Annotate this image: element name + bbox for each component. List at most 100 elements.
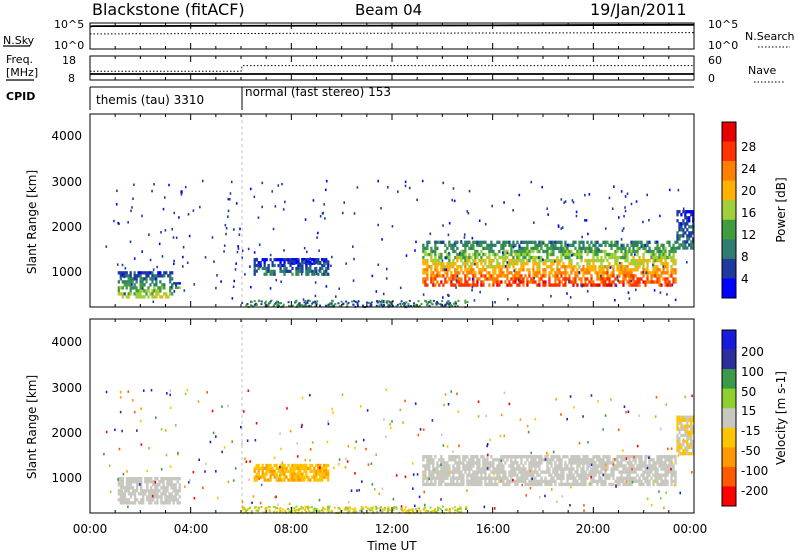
power-cell bbox=[476, 243, 479, 248]
power-cell bbox=[636, 240, 639, 244]
power-cell bbox=[610, 243, 613, 248]
power-cell bbox=[482, 283, 485, 287]
power-cell bbox=[540, 258, 543, 263]
power-speckle bbox=[178, 216, 180, 219]
velocity-cell bbox=[154, 501, 157, 505]
velocity-colorbar-swatch bbox=[722, 486, 736, 507]
velocity-cell bbox=[594, 455, 597, 459]
power-cell bbox=[253, 263, 256, 268]
power-cell bbox=[510, 258, 513, 263]
power-speckle bbox=[227, 209, 230, 213]
velocity-cell bbox=[488, 482, 491, 487]
power-speckle bbox=[186, 261, 189, 265]
power-cell bbox=[674, 262, 677, 266]
velocity-cell bbox=[492, 467, 495, 471]
power-cell bbox=[161, 286, 164, 290]
power-cell bbox=[616, 255, 619, 260]
power-speckle bbox=[301, 272, 303, 276]
velocity-cell bbox=[476, 464, 479, 468]
velocity-cbar-tick: -200 bbox=[741, 484, 768, 498]
power-speckle bbox=[264, 303, 267, 306]
velocity-cell bbox=[150, 492, 153, 496]
velocity-cell bbox=[550, 458, 553, 462]
velocity-cell bbox=[482, 467, 485, 471]
power-cell bbox=[620, 255, 623, 260]
velocity-cell bbox=[646, 470, 649, 474]
power-speckle bbox=[634, 253, 636, 256]
power-cell bbox=[518, 274, 521, 278]
velocity-cell bbox=[480, 467, 483, 471]
velocity-cell bbox=[468, 464, 471, 468]
velocity-speckle bbox=[376, 510, 379, 513]
velocity-cell bbox=[642, 482, 645, 487]
power-colorbar-swatch bbox=[722, 161, 736, 181]
velocity-cell bbox=[129, 495, 133, 499]
power-cell bbox=[594, 249, 597, 254]
power-cell bbox=[259, 263, 262, 268]
velocity-cell bbox=[620, 458, 623, 462]
velocity-cell bbox=[664, 455, 667, 459]
velocity-cell bbox=[656, 482, 659, 487]
power-cell bbox=[572, 265, 575, 269]
velocity-speckle bbox=[297, 508, 300, 511]
velocity-speckle bbox=[434, 511, 437, 514]
power-speckle bbox=[564, 200, 567, 203]
power-cell bbox=[454, 240, 457, 244]
power-cell bbox=[257, 266, 260, 271]
power-speckle bbox=[253, 303, 256, 306]
power-cell bbox=[566, 252, 569, 257]
power-cell bbox=[498, 265, 501, 269]
velocity-speckle bbox=[617, 428, 620, 431]
velocity-cell bbox=[546, 455, 549, 459]
velocity-cell bbox=[650, 458, 653, 462]
power-cell bbox=[532, 268, 535, 272]
power-cell bbox=[155, 283, 158, 287]
power-speckle bbox=[429, 301, 432, 304]
power-cell bbox=[610, 246, 613, 251]
power-cell bbox=[285, 266, 288, 271]
velocity-cell bbox=[634, 479, 637, 484]
power-cell bbox=[584, 249, 587, 254]
velocity-cell bbox=[538, 455, 541, 459]
velocity-speckle bbox=[248, 478, 250, 481]
velocity-speckle bbox=[583, 504, 585, 507]
velocity-cell bbox=[592, 479, 595, 484]
power-cell bbox=[588, 243, 591, 248]
velocity-cell bbox=[546, 470, 549, 474]
velocity-cell bbox=[131, 489, 135, 493]
velocity-cell bbox=[620, 455, 623, 459]
power-cell bbox=[628, 246, 631, 251]
power-cell bbox=[592, 262, 595, 266]
power-cell bbox=[157, 292, 160, 296]
velocity-cell bbox=[488, 464, 491, 468]
velocity-cell bbox=[255, 478, 258, 482]
velocity-cell bbox=[512, 473, 515, 477]
power-cell bbox=[618, 265, 621, 269]
power-cell bbox=[452, 243, 455, 248]
power-speckle bbox=[151, 189, 153, 193]
velocity-cell bbox=[436, 476, 439, 480]
power-cell bbox=[680, 225, 683, 229]
power-speckle bbox=[407, 303, 410, 306]
power-cell bbox=[121, 286, 124, 290]
velocity-cell bbox=[600, 461, 603, 465]
velocity-speckle bbox=[318, 510, 321, 513]
velocity-speckle bbox=[246, 439, 249, 442]
power-cell bbox=[662, 246, 665, 251]
power-speckle bbox=[148, 233, 150, 236]
velocity-speckle bbox=[589, 464, 591, 468]
power-speckle bbox=[324, 304, 327, 307]
velocity-cell bbox=[492, 476, 495, 480]
velocity-speckle bbox=[189, 478, 191, 482]
power-speckle bbox=[347, 301, 350, 304]
velocity-cell bbox=[632, 458, 635, 462]
power-cell bbox=[283, 261, 286, 265]
power-cell bbox=[532, 274, 535, 278]
power-speckle bbox=[235, 262, 237, 265]
power-cell bbox=[670, 255, 673, 260]
velocity-cell bbox=[662, 473, 665, 477]
velocity-cell bbox=[640, 464, 643, 468]
power-cell bbox=[586, 246, 589, 251]
power-cell bbox=[652, 271, 655, 275]
power-cell bbox=[157, 274, 160, 278]
